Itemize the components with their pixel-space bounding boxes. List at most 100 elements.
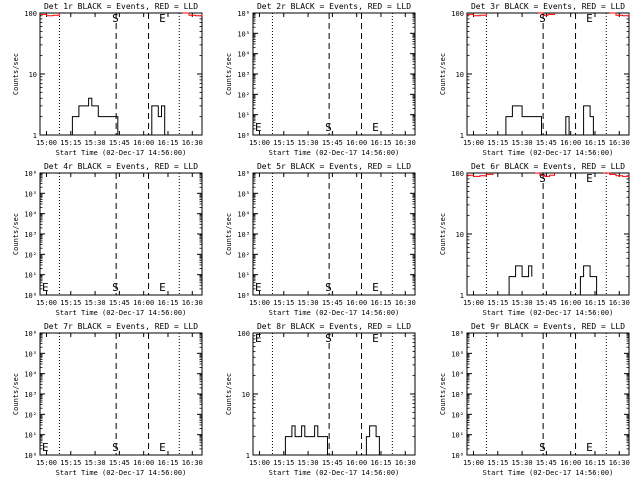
x-axis-label: Start Time (02-Dec-17 14:56:00)	[56, 149, 187, 157]
x-tick-label: 15:45	[536, 299, 557, 307]
detector-panel: Det 8r BLACK = Events, RED = LLD Counts/s…	[225, 322, 416, 477]
x-tick-label: 16:00	[133, 299, 154, 307]
interval-marker-label: S	[325, 332, 332, 345]
panel-title: Det 5r BLACK = Events, RED = LLD	[257, 162, 411, 171]
events-series-line	[502, 105, 542, 136]
lld-series-line	[467, 13, 487, 17]
x-tick-label: 15:45	[109, 299, 130, 307]
y-tick-label: 10	[29, 71, 37, 79]
x-tick-label: 15:00	[249, 459, 270, 467]
y-tick-label: 10⁶	[24, 330, 37, 338]
panel-title: Det 6r BLACK = Events, RED = LLD	[471, 162, 625, 171]
y-axis-label: Counts/sec	[225, 213, 233, 255]
x-tick-label: 16:15	[370, 139, 391, 147]
x-tick-label: 15:30	[85, 299, 106, 307]
y-tick-label: 100	[24, 10, 37, 18]
interval-marker-label: S	[539, 441, 546, 454]
x-tick-label: 15:15	[273, 459, 294, 467]
x-axis-label: Start Time (02-Dec-17 14:56:00)	[269, 149, 400, 157]
interval-marker-label: S	[325, 121, 332, 134]
y-tick-label: 10²	[24, 411, 37, 419]
interval-marker-label: S	[539, 12, 546, 25]
x-tick-label: 16:00	[346, 299, 367, 307]
x-tick-label: 15:30	[512, 299, 533, 307]
panel-title: Det 2r BLACK = Events, RED = LLD	[257, 2, 411, 11]
y-tick-label: 10⁵	[237, 190, 250, 198]
events-series-line	[577, 265, 598, 296]
x-tick-label: 16:00	[346, 139, 367, 147]
x-tick-label: 15:30	[298, 459, 319, 467]
lld-series-line	[603, 172, 630, 177]
x-tick-label: 16:30	[182, 139, 203, 147]
interval-marker-label: E	[372, 281, 379, 294]
x-tick-label: 15:15	[487, 459, 508, 467]
events-series-line	[562, 116, 570, 136]
interval-marker-label: E	[586, 441, 593, 454]
interval-marker-label: E	[159, 441, 166, 454]
x-tick-label: 16:30	[609, 139, 630, 147]
interval-marker-label: S	[112, 12, 119, 25]
y-tick-label: 10⁴	[24, 371, 37, 379]
lld-series-line	[538, 12, 555, 16]
x-tick-label: 16:30	[609, 459, 630, 467]
y-tick-label: 10⁴	[237, 211, 250, 219]
x-tick-label: 16:15	[157, 459, 178, 467]
y-tick-label: 10¹	[237, 112, 250, 120]
interval-marker-label: E	[42, 281, 49, 294]
plot-frame	[39, 12, 203, 136]
x-tick-label: 15:00	[36, 299, 57, 307]
y-tick-label: 10³	[237, 71, 250, 79]
y-axis-label: Counts/sec	[12, 213, 20, 255]
x-tick-label: 15:00	[249, 299, 270, 307]
x-tick-label: 16:15	[584, 139, 605, 147]
y-tick-label: 10⁰	[237, 292, 250, 300]
y-axis-label: Counts/sec	[439, 213, 447, 255]
x-tick-label: 16:00	[346, 459, 367, 467]
x-tick-label: 15:45	[322, 299, 343, 307]
x-tick-label: 15:45	[109, 459, 130, 467]
x-tick-label: 15:30	[298, 139, 319, 147]
y-tick-label: 10²	[237, 251, 250, 259]
x-axis-label: Start Time (02-Dec-17 14:56:00)	[56, 469, 187, 477]
y-axis-label: Counts/sec	[12, 373, 20, 415]
events-series-line	[580, 105, 594, 136]
detector-panel: Det 7r BLACK = Events, RED = LLD Counts/s…	[12, 322, 203, 477]
x-axis-label: Start Time (02-Dec-17 14:56:00)	[483, 309, 614, 317]
y-axis-label: Counts/sec	[12, 53, 20, 95]
panel-title: Det 9r BLACK = Events, RED = LLD	[471, 322, 625, 331]
y-tick-label: 10⁰	[451, 452, 464, 460]
y-tick-label: 10⁴	[24, 211, 37, 219]
detector-panel: Det 9r BLACK = Events, RED = LLD Counts/s…	[439, 322, 630, 477]
x-tick-label: 16:15	[370, 299, 391, 307]
detector-panel: Det 4r BLACK = Events, RED = LLD Counts/s…	[12, 162, 203, 317]
y-axis-label: Counts/sec	[439, 373, 447, 415]
y-tick-label: 10⁶	[24, 170, 37, 178]
plot-frame	[39, 172, 203, 296]
y-tick-label: 10¹	[237, 272, 250, 280]
x-tick-label: 16:00	[560, 139, 581, 147]
x-tick-label: 15:15	[487, 139, 508, 147]
y-tick-label: 10	[456, 231, 464, 239]
interval-marker-label: E	[372, 121, 379, 134]
interval-marker-label: S	[112, 441, 119, 454]
x-tick-label: 16:30	[182, 459, 203, 467]
x-tick-label: 15:45	[536, 139, 557, 147]
detector-panel: Det 2r BLACK = Events, RED = LLD Counts/s…	[225, 2, 416, 157]
detector-panel: Det 6r BLACK = Events, RED = LLD Counts/s…	[439, 162, 630, 317]
y-tick-label: 1	[246, 452, 250, 460]
x-axis-label: Start Time (02-Dec-17 14:56:00)	[483, 469, 614, 477]
events-series-line	[69, 97, 119, 136]
plot-frame	[466, 172, 630, 296]
y-tick-label: 10¹	[451, 432, 464, 440]
x-axis-label: Start Time (02-Dec-17 14:56:00)	[269, 469, 400, 477]
y-tick-label: 10⁶	[451, 330, 464, 338]
interval-marker-label: E	[42, 441, 49, 454]
x-tick-label: 15:00	[463, 459, 484, 467]
y-tick-label: 10⁰	[24, 292, 37, 300]
plot-frame	[252, 172, 416, 296]
y-tick-label: 10¹	[24, 272, 37, 280]
lld-series-line	[40, 13, 60, 17]
x-tick-label: 15:30	[512, 139, 533, 147]
y-tick-label: 10⁶	[237, 10, 250, 18]
y-tick-label: 100	[451, 170, 464, 178]
